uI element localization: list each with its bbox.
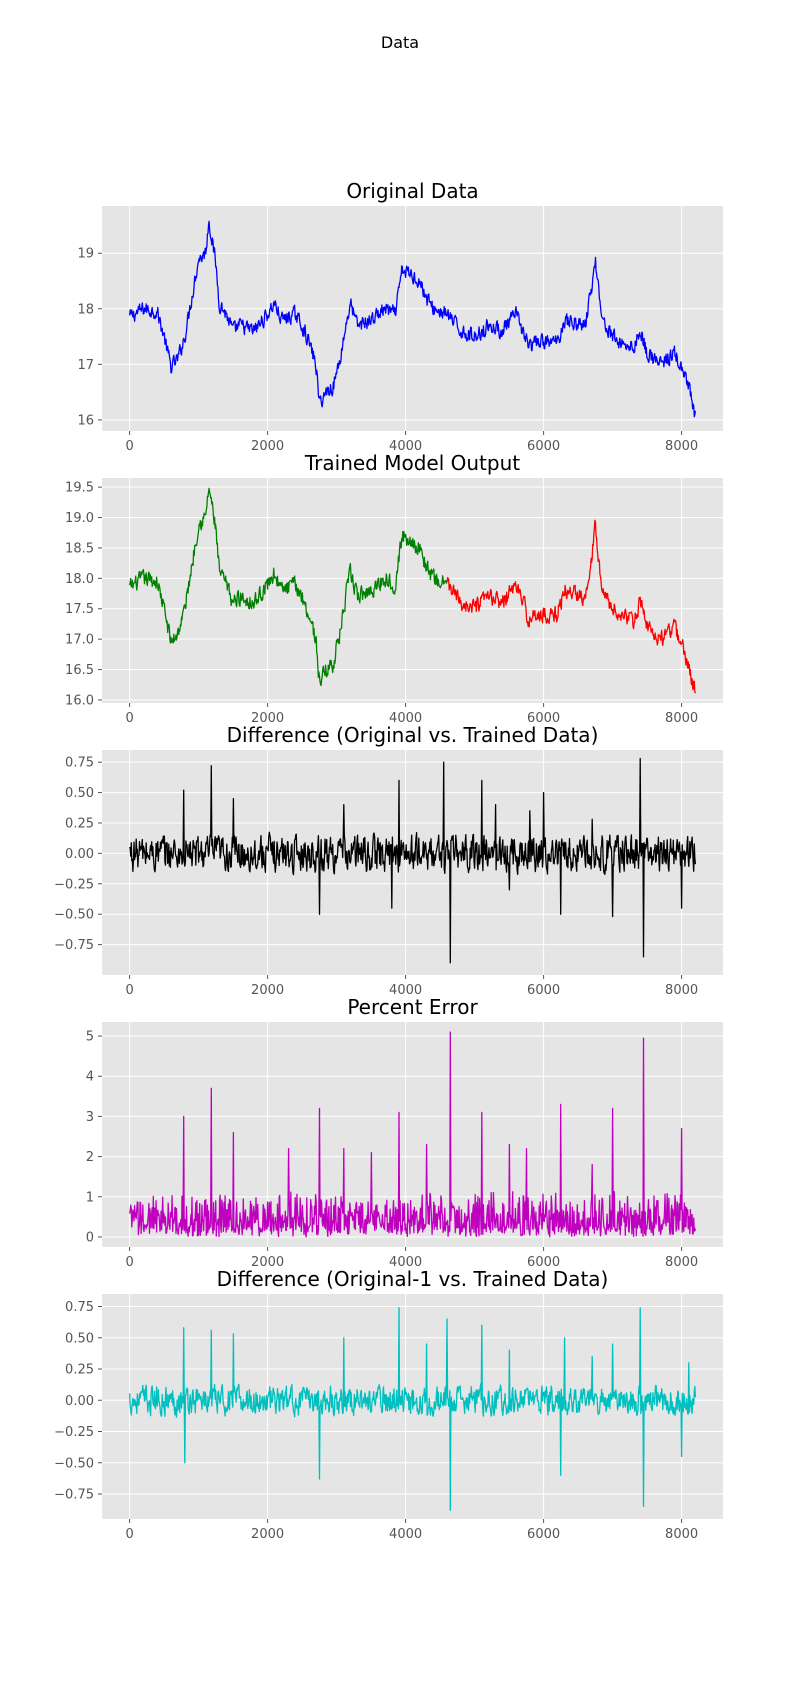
x-tick-label: 0 bbox=[125, 439, 133, 454]
series-group bbox=[128, 757, 697, 964]
y-tick-label: 1 bbox=[86, 1190, 94, 1205]
plot-area bbox=[102, 206, 723, 431]
y-tick-label: 19.0 bbox=[65, 511, 94, 526]
subplot-3: 0 2000 4000 6000 8000 −0.75 −0.50 −0.25 0.00 0.25… bbox=[54, 723, 723, 998]
y-tick-label: 18.5 bbox=[65, 541, 94, 556]
subplot-title: Original Data bbox=[346, 179, 478, 203]
y-tick-label: 0.75 bbox=[65, 1300, 94, 1315]
y-tick-label: −0.50 bbox=[54, 908, 94, 923]
series-group bbox=[128, 220, 697, 418]
subplot-5: 0 2000 4000 6000 8000 −0.75 −0.50 −0.25 0.00 0.25… bbox=[54, 1267, 723, 1542]
series-line-1 bbox=[128, 1031, 697, 1238]
series-line-1 bbox=[128, 487, 448, 687]
y-tick-label: 19.5 bbox=[65, 481, 94, 496]
subplot-4: 0 2000 4000 6000 8000 0 1 2 3 4 5 Percent Error bbox=[86, 995, 723, 1270]
y-tick-label: −0.50 bbox=[54, 1456, 94, 1471]
series-group bbox=[128, 1307, 697, 1511]
y-tick-label: 4 bbox=[86, 1070, 94, 1085]
y-tick-label: 0.50 bbox=[65, 1331, 94, 1346]
x-tick-label: 8000 bbox=[665, 983, 698, 998]
subplot-1: 0 2000 4000 6000 8000 16 17 18 19 Original Data bbox=[77, 179, 723, 454]
plot-area bbox=[102, 478, 723, 703]
x-tick-label: 2000 bbox=[251, 439, 284, 454]
x-tick-label: 0 bbox=[125, 1255, 133, 1270]
series-line-1 bbox=[128, 757, 697, 964]
y-tick-label: 16 bbox=[77, 413, 94, 428]
y-tick-label: 2 bbox=[86, 1150, 94, 1165]
x-tick-label: 6000 bbox=[527, 1255, 560, 1270]
x-tick-label: 8000 bbox=[665, 1527, 698, 1542]
x-tick-label: 6000 bbox=[527, 439, 560, 454]
y-tick-label: 18 bbox=[77, 302, 94, 317]
x-tick-label: 8000 bbox=[665, 1255, 698, 1270]
y-tick-label: 19 bbox=[77, 247, 94, 262]
x-tick-label: 2000 bbox=[251, 1527, 284, 1542]
x-tick-label: 6000 bbox=[527, 983, 560, 998]
x-tick-label: 4000 bbox=[389, 1527, 422, 1542]
series-line-2 bbox=[446, 519, 697, 694]
y-tick-label: 18.0 bbox=[65, 572, 94, 587]
y-tick-label: −0.25 bbox=[54, 1425, 94, 1440]
x-tick-label: 0 bbox=[125, 1527, 133, 1542]
y-tick-label: 0 bbox=[86, 1230, 94, 1245]
x-tick-label: 6000 bbox=[527, 1527, 560, 1542]
x-tick-label: 8000 bbox=[665, 439, 698, 454]
y-tick-label: 0.75 bbox=[65, 756, 94, 771]
figure-title: Data bbox=[381, 33, 419, 52]
x-tick-label: 4000 bbox=[389, 983, 422, 998]
series-group bbox=[128, 487, 697, 694]
x-tick-label: 8000 bbox=[665, 711, 698, 726]
y-tick-label: 0.00 bbox=[65, 1394, 94, 1409]
y-tick-label: 3 bbox=[86, 1110, 94, 1125]
subplot-title: Percent Error bbox=[347, 995, 478, 1019]
subplot-2: 0 2000 4000 6000 8000 16.0 16.5 17.0 17.5 18.0 18.… bbox=[65, 451, 723, 726]
y-tick-label: −0.75 bbox=[54, 1488, 94, 1503]
subplot-title: Difference (Original vs. Trained Data) bbox=[227, 723, 599, 747]
y-tick-label: 17.5 bbox=[65, 602, 94, 617]
x-tick-label: 2000 bbox=[251, 983, 284, 998]
x-tick-label: 2000 bbox=[251, 1255, 284, 1270]
x-tick-label: 0 bbox=[125, 983, 133, 998]
x-tick-label: 0 bbox=[125, 711, 133, 726]
y-tick-label: 5 bbox=[86, 1030, 94, 1045]
y-tick-label: 0.25 bbox=[65, 816, 94, 831]
series-line-1 bbox=[128, 1307, 697, 1511]
y-tick-label: 0.50 bbox=[65, 786, 94, 801]
y-tick-label: 0.25 bbox=[65, 1363, 94, 1378]
x-tick-label: 4000 bbox=[389, 439, 422, 454]
x-tick-label: 4000 bbox=[389, 1255, 422, 1270]
y-tick-label: 16.5 bbox=[65, 663, 94, 678]
series-group bbox=[128, 1031, 697, 1238]
y-tick-label: 0.00 bbox=[65, 847, 94, 862]
y-tick-label: 17.0 bbox=[65, 633, 94, 648]
y-tick-label: −0.25 bbox=[54, 877, 94, 892]
x-tick-label: 2000 bbox=[251, 711, 284, 726]
subplot-title: Difference (Original-1 vs. Trained Data) bbox=[217, 1267, 609, 1291]
x-tick-label: 4000 bbox=[389, 711, 422, 726]
y-tick-label: 17 bbox=[77, 358, 94, 373]
subplot-title: Trained Model Output bbox=[304, 451, 520, 475]
x-tick-label: 6000 bbox=[527, 711, 560, 726]
y-tick-label: −0.75 bbox=[54, 938, 94, 953]
y-tick-label: 16.0 bbox=[65, 693, 94, 708]
series-line-1 bbox=[128, 220, 697, 418]
